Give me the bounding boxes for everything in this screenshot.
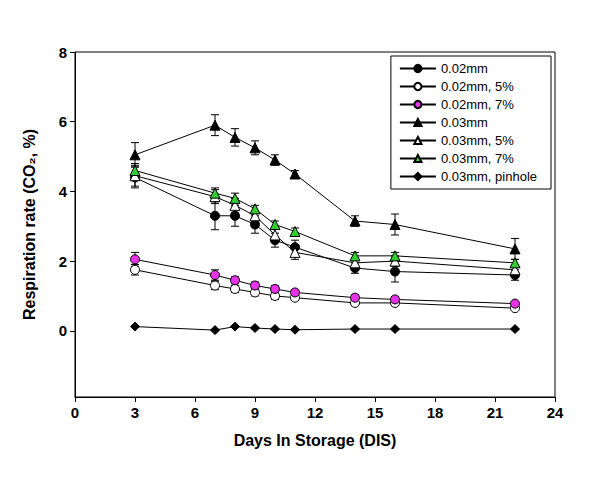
svg-text:12: 12 [307,404,324,421]
svg-text:8: 8 [59,44,67,61]
svg-text:6: 6 [59,113,67,130]
svg-text:9: 9 [251,404,259,421]
svg-text:6: 6 [191,404,199,421]
svg-text:0.02mm, 7%: 0.02mm, 7% [441,97,514,112]
svg-text:15: 15 [367,404,384,421]
svg-text:0: 0 [71,404,79,421]
svg-text:3: 3 [131,404,139,421]
svg-text:0.03mm: 0.03mm [441,115,488,130]
svg-text:0.03mm, 7%: 0.03mm, 7% [441,151,514,166]
svg-text:24: 24 [547,404,564,421]
svg-text:18: 18 [427,404,444,421]
svg-text:Days In Storage (DIS): Days In Storage (DIS) [234,432,397,449]
svg-text:0.02mm, 5%: 0.02mm, 5% [441,79,514,94]
svg-text:21: 21 [487,404,504,421]
svg-text:0.03mm, 5%: 0.03mm, 5% [441,133,514,148]
svg-text:0.02mm: 0.02mm [441,61,488,76]
svg-text:0: 0 [59,322,67,339]
svg-text:Respiration rate (CO₂, %): Respiration rate (CO₂, %) [21,129,38,320]
svg-text:4: 4 [59,183,68,200]
svg-text:0.03mm, pinhole: 0.03mm, pinhole [441,169,537,184]
svg-text:2: 2 [59,253,67,270]
